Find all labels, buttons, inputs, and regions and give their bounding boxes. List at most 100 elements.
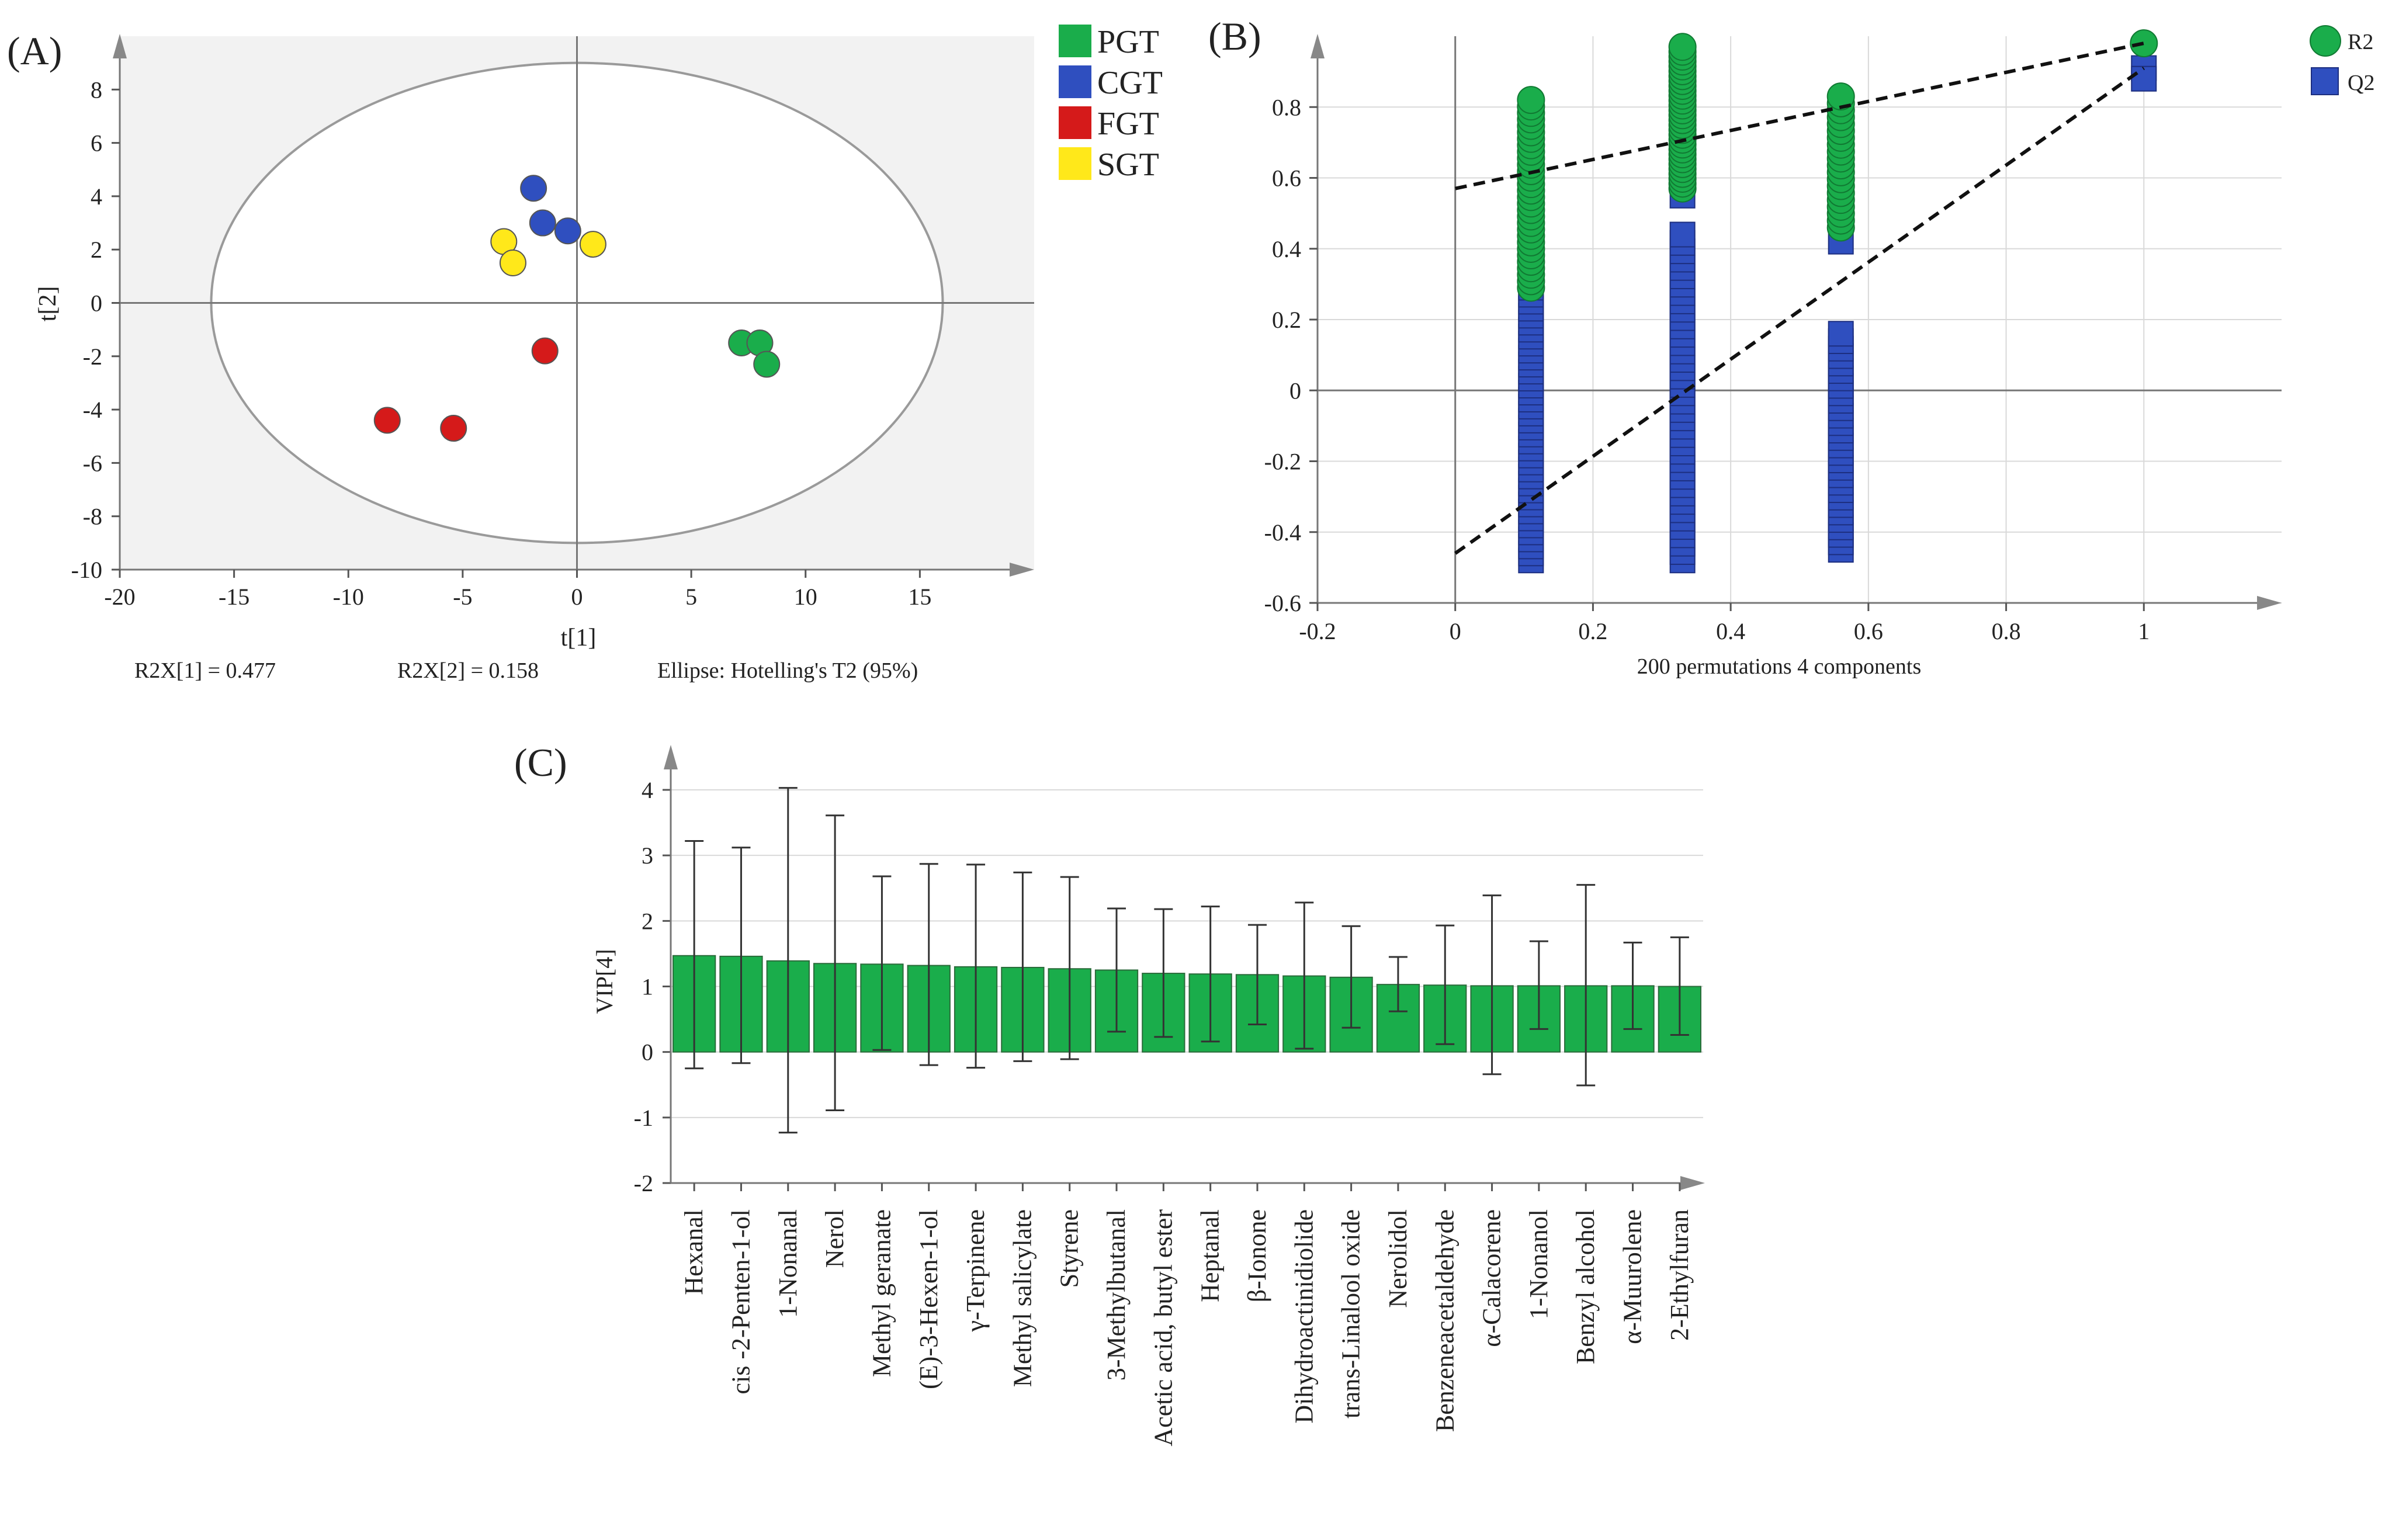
y-tick-label: 6 [91, 130, 102, 157]
y-tick-label: 0 [642, 1039, 653, 1066]
point-q2 [2131, 65, 2157, 92]
y-tick-label: -8 [83, 504, 102, 530]
y-tick-label: -4 [83, 397, 102, 423]
y-tick-label: 0.4 [1272, 236, 1301, 262]
legend-swatch-fgt [1059, 106, 1091, 139]
point-fgt [531, 337, 559, 365]
point-sgt [499, 249, 526, 277]
x-tick-label: 1 [2138, 618, 2150, 644]
category-label: Heptanal [1196, 1209, 1225, 1302]
y-tick-label: -0.2 [1264, 449, 1301, 475]
x-axis-arrow-icon [2257, 596, 2282, 610]
x-tick-label: 0 [1450, 618, 1461, 644]
category-label: Methyl salicylate [1008, 1209, 1036, 1387]
y-tick-label: -2 [634, 1170, 653, 1196]
category-label: Acetic acid, butyl ester [1149, 1209, 1177, 1447]
x-tick-label: 0.4 [1716, 618, 1745, 644]
footer-stat: Ellipse: Hotelling's T2 (95%) [657, 658, 918, 683]
y-tick-label: -1 [634, 1105, 653, 1131]
x-tick-label: -15 [219, 584, 249, 610]
category-label: γ-Terpinene [961, 1209, 990, 1332]
legend-marker-r2 [2310, 25, 2341, 57]
x-tick-label: 0.2 [1578, 618, 1607, 644]
category-label: cis -2-Penten-1-ol [726, 1209, 755, 1394]
y-tick-label: 2 [642, 908, 653, 934]
legend-label-cgt: CGT [1097, 65, 1163, 101]
regression-line-r2 [1455, 41, 2144, 190]
y-tick-label: 0 [91, 290, 102, 317]
y-axis-arrow-icon [113, 34, 127, 58]
y-axis-title: VIP[4] [591, 949, 618, 1014]
x-axis-arrow-icon [1680, 1176, 1705, 1190]
footer-stat: R2X[2] = 0.158 [397, 658, 539, 683]
x-tick-label: -20 [104, 584, 135, 610]
point-fgt [440, 415, 467, 442]
y-tick-label: -0.4 [1264, 519, 1301, 546]
legend-swatch-sgt [1059, 147, 1091, 180]
panel-b-permutation-plot: (B) -0.2 0 0.2 0.4 0.6 0.8 1 -0.6 -0.4 -0.2 0 0.2 0.4… [1208, 14, 2374, 679]
point-cgt [529, 209, 556, 237]
legend-label-r2: R2 [2348, 30, 2373, 54]
y-tick-label: 4 [642, 777, 653, 803]
y-tick-label: 0 [1289, 377, 1301, 404]
point-r2 [1517, 86, 1545, 115]
y-tick-label: 8 [91, 77, 102, 103]
point-q2 [1828, 321, 1854, 347]
panel-c-vip-bar-chart: (C) -2 -1 0 1 2 3 4 VIP[4] Hexanal cis -2-Penten-1… [514, 740, 1705, 1447]
x-axis-arrow-icon [1010, 563, 1034, 577]
point-r2 [2130, 29, 2158, 58]
x-axis-title: 200 permutations 4 components [1637, 654, 1922, 679]
legend-swatch-cgt [1059, 65, 1091, 98]
y-tick-label: 3 [642, 842, 653, 869]
x-tick-label: -10 [333, 584, 364, 610]
y-tick-label: -10 [71, 557, 102, 583]
y-tick-label: 2 [91, 237, 102, 263]
y-axis-arrow-icon [664, 745, 678, 769]
category-label: Benzeneacetaldehyde [1430, 1209, 1459, 1432]
legend-swatch-pgt [1059, 25, 1091, 57]
x-tick-label: 5 [685, 584, 697, 610]
x-tick-label: -0.2 [1299, 618, 1336, 644]
y-tick-label: 0.2 [1272, 307, 1301, 333]
category-label: 3-Methylbutanal [1102, 1209, 1131, 1381]
panel-a-score-plot: (A)-20 -15 -10 -5 0 5 10 15-10-8-6-4-202468t[1]… [7, 24, 1163, 683]
x-tick-label: 0 [571, 584, 583, 610]
regression-line-q2 [1454, 67, 2145, 555]
legend-label-q2: Q2 [2348, 71, 2374, 95]
y-tick-label: 1 [642, 974, 653, 1000]
y-tick-label: 4 [91, 183, 102, 210]
y-axis-arrow-icon [1311, 34, 1325, 58]
y-tick-label: 0.8 [1272, 94, 1301, 120]
y-tick-label: -6 [83, 450, 102, 476]
x-tick-label: 0.6 [1854, 618, 1883, 644]
point-q2 [1669, 221, 1696, 248]
y-tick-label: -2 [83, 344, 102, 370]
category-label: 1-Nonanal [774, 1209, 802, 1318]
x-tick-label: 0.8 [1992, 618, 2021, 644]
footer-stat: R2X[1] = 0.477 [134, 658, 276, 683]
category-label: α-Muurolene [1618, 1209, 1647, 1344]
category-label: Hexanal [680, 1209, 708, 1295]
legend-label-pgt: PGT [1097, 24, 1159, 60]
point-sgt [579, 231, 606, 258]
y-axis-title: t[2] [34, 286, 61, 322]
y-tick-label: -0.6 [1264, 590, 1301, 616]
point-r2 [1668, 33, 1697, 61]
category-label: Dihydroactinidiolide [1289, 1209, 1318, 1424]
category-label: β-Ionone [1243, 1209, 1271, 1302]
y-tick-label: 0.6 [1272, 165, 1301, 192]
x-axis-title: t[1] [561, 625, 597, 651]
category-label: 2-Ethylfuran [1665, 1209, 1694, 1341]
x-tick-label: -5 [453, 584, 472, 610]
category-label: Styrene [1055, 1209, 1084, 1288]
point-cgt [554, 217, 581, 245]
x-tick-label: 10 [794, 584, 817, 610]
category-label: Nerolidol [1384, 1209, 1412, 1308]
panel-c-label: (C) [514, 740, 567, 785]
legend-marker-q2 [2311, 67, 2339, 95]
category-label: Methyl geranate [867, 1209, 896, 1377]
category-label: (E)-3-Hexen-1-ol [914, 1209, 943, 1389]
category-label: α-Calacorene [1478, 1209, 1506, 1347]
category-label: Benzyl alcohol [1571, 1209, 1600, 1364]
